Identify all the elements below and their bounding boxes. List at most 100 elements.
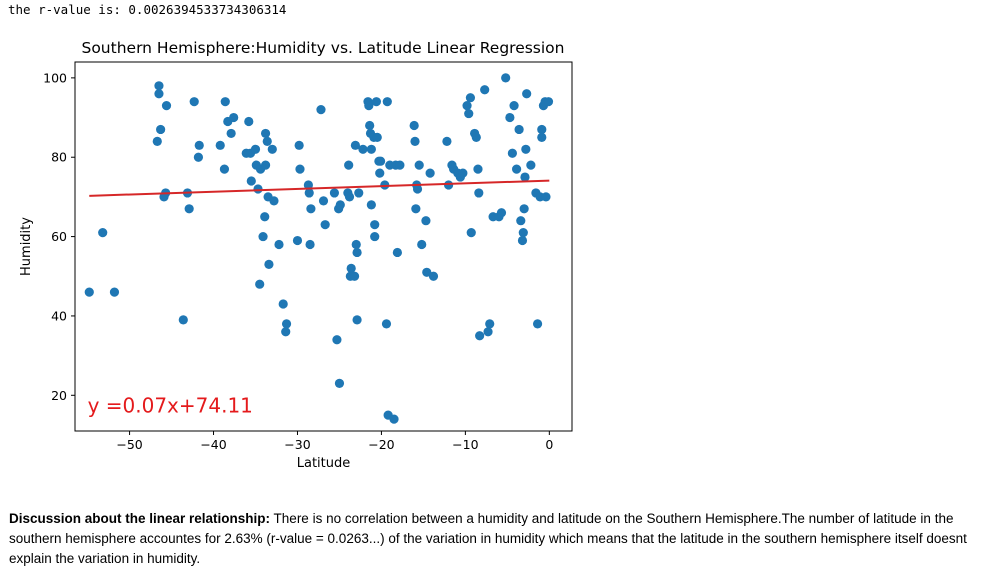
data-point [541,192,551,202]
data-point [189,97,199,107]
data-point [475,331,485,341]
data-point [505,112,515,123]
data-point [161,101,172,111]
data-point [395,160,405,170]
data-point [543,97,554,107]
data-point [421,216,431,226]
data-point [219,164,230,174]
data-point [98,228,108,238]
data-point [349,271,360,281]
data-point [526,160,536,170]
x-tick-label: −50 [116,437,142,452]
data-point [511,164,522,174]
data-point [365,120,375,131]
y-tick-label: 100 [43,70,67,85]
data-point [334,378,345,388]
data-point [520,172,530,182]
data-point [344,192,355,202]
data-point [329,188,340,198]
data-point [244,116,254,127]
discussion-paragraph: Discussion about the linear relationship… [9,509,994,569]
data-point [412,184,423,194]
data-point [253,184,263,194]
discussion-label: Discussion about the linear relationship… [9,511,271,526]
y-tick-label: 60 [51,229,67,244]
data-point [464,108,474,119]
y-tick-label: 40 [51,308,67,323]
x-axis-label: Latitude [297,456,351,471]
data-point [292,235,303,246]
data-point [193,152,204,162]
data-point [443,180,454,190]
data-point [471,132,481,142]
data-point [381,319,392,329]
data-point [215,140,225,150]
data-point [229,112,239,123]
x-tick-label: −40 [200,437,226,452]
data-point [274,239,284,250]
data-point [194,140,204,150]
data-point [332,335,342,345]
data-point [409,120,419,131]
data-point [260,160,271,170]
data-point [267,144,277,154]
data-point [220,97,230,107]
r-value-output: the r-value is: 0.0026394533734306314 [8,2,287,17]
data-point [462,101,472,111]
data-point [532,319,543,329]
data-point [411,204,421,214]
data-point [537,132,547,142]
data-point [509,101,519,111]
data-point [372,132,382,142]
data-point [346,263,356,273]
data-point [458,168,468,178]
data-point [514,124,524,135]
data-point [264,259,274,269]
data-point [354,188,364,198]
y-tick-label: 20 [51,388,67,403]
data-point [370,220,380,230]
chart-title: Southern Hemisphere:Humidity vs. Latitud… [81,39,564,57]
data-point [344,160,354,170]
data-point [465,93,476,103]
data-point [352,315,362,325]
data-point [318,196,329,206]
data-point [294,140,304,150]
data-point [154,89,164,99]
data-point [389,414,399,424]
data-point [521,144,531,154]
data-point [442,136,452,146]
data-point [480,85,490,95]
data-point [156,124,166,135]
data-point [364,101,374,111]
data-point [366,144,376,154]
data-point [255,279,265,289]
data-point [305,239,315,250]
data-point [260,128,271,139]
scatter-chart: Southern Hemisphere:Humidity vs. Latitud… [19,39,573,471]
data-point [422,267,432,277]
data-point [350,140,361,150]
data-point [184,204,194,214]
data-point [109,287,120,297]
data-point [303,180,313,190]
data-point [382,97,392,107]
data-point [371,97,381,107]
data-point [392,247,402,258]
data-point [152,136,162,146]
data-point [262,136,272,146]
data-point [358,144,368,154]
y-tick-label: 80 [51,150,67,165]
data-point [250,144,261,154]
data-point [485,319,495,329]
data-point [496,208,507,218]
data-point [154,81,164,91]
data-point [417,239,427,250]
data-point [226,128,236,139]
data-point [366,200,376,210]
data-point [537,124,547,135]
data-point [281,319,292,329]
data-point [428,271,439,281]
data-point [483,327,493,337]
x-tick-label: 0 [545,437,553,452]
